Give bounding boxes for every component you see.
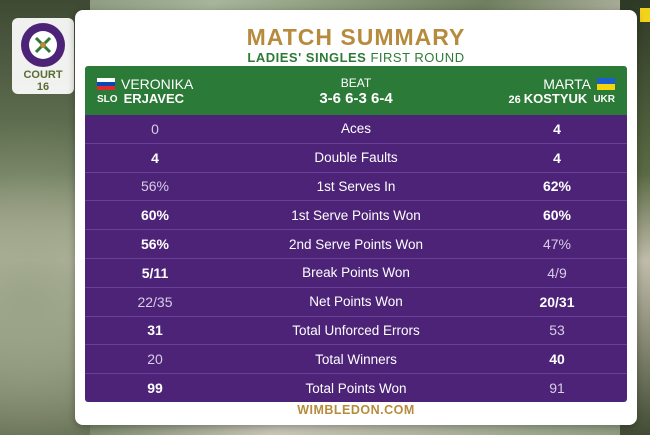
event-name: LADIES' SINGLES <box>247 50 367 65</box>
stat-label: Double Faults <box>314 150 398 166</box>
court-word: COURT <box>23 69 63 81</box>
stat-label: Aces <box>340 121 371 137</box>
stat-label: 1st Serves In <box>316 178 396 194</box>
player-left-country: SLO <box>97 94 118 105</box>
stat-label: Total Points Won <box>305 380 407 396</box>
event-subtitle: LADIES' SINGLES FIRST ROUND <box>75 50 637 65</box>
stat-row: 31 Total Unforced Errors 53 <box>85 317 627 346</box>
stat-label: 1st Serve Points Won <box>291 207 421 223</box>
player-right-last-name: KOSTYUK <box>523 91 588 106</box>
wimbledon-badge: COURT 16 <box>12 18 74 94</box>
stat-label: Total Winners <box>315 351 397 367</box>
match-score: 3-6 6-3 6-4 <box>319 90 393 107</box>
match-summary-panel: MATCH SUMMARY LADIES' SINGLES FIRST ROUN… <box>75 10 637 425</box>
stat-right-value: 4/9 <box>547 264 567 281</box>
player-right-country: UKR <box>593 94 615 105</box>
event-round: FIRST ROUND <box>370 50 465 65</box>
stat-label: Break Points Won <box>302 265 410 281</box>
stat-row: 56% 1st Serves In 62% <box>85 173 627 202</box>
stat-label: Net Points Won <box>309 294 403 310</box>
stat-right-value: 20/31 <box>539 293 575 310</box>
stat-row: 0 Aces 4 <box>85 115 627 144</box>
player-right: MARTA 26 KOSTYUK UKR <box>509 77 615 108</box>
court-label: COURT 16 <box>23 69 62 93</box>
stat-right-value: 62% <box>542 178 572 195</box>
stat-label: 2nd Serve Points Won <box>288 236 424 252</box>
match-header: VERONIKA SLO ERJAVEC BEAT 3-6 6-3 6-4 MAR… <box>85 66 627 115</box>
stat-left-value: 31 <box>147 322 163 339</box>
page-title: MATCH SUMMARY <box>246 24 466 50</box>
stat-row: 4 Double Faults 4 <box>85 144 627 173</box>
stat-label: Total Unforced Errors <box>292 322 420 338</box>
stat-left-value: 0 <box>151 120 159 137</box>
stat-left-value: 56% <box>140 236 170 253</box>
player-left-first-name: VERONIKA <box>121 76 194 92</box>
website-footer: WIMBLEDON.COM <box>297 403 415 417</box>
stats-table: 0 Aces 4 4 Double Faults 4 56% 1st Serves In 62%… <box>85 115 627 402</box>
stat-left-value: 4 <box>151 149 159 166</box>
broadcast-corner-mark <box>640 8 650 22</box>
player-right-first-name: MARTA <box>543 76 591 92</box>
stat-right-value: 40 <box>549 351 565 368</box>
stat-right-value: 91 <box>549 380 565 397</box>
court-number: 16 <box>36 81 50 93</box>
stat-left-value: 22/35 <box>137 293 173 310</box>
stat-row: 56% 2nd Serve Points Won 47% <box>85 230 627 259</box>
stat-left-value: 20 <box>147 351 163 368</box>
player-left: VERONIKA SLO ERJAVEC <box>97 77 193 107</box>
stat-left-value: 56% <box>140 178 170 195</box>
stat-right-value: 4 <box>553 149 561 166</box>
match-result: BEAT 3-6 6-3 6-4 <box>85 76 627 108</box>
stat-left-value: 60% <box>140 207 170 224</box>
slovenia-flag-icon <box>97 78 115 90</box>
wimbledon-logo-icon <box>21 23 65 67</box>
stat-right-value: 53 <box>549 322 565 339</box>
stat-right-value: 47% <box>542 236 572 253</box>
stat-left-value: 99 <box>147 380 163 397</box>
stat-row: 5/11 Break Points Won 4/9 <box>85 259 627 288</box>
stat-right-value: 4 <box>553 120 561 137</box>
player-right-seed: 26 <box>508 94 521 106</box>
result-label: BEAT <box>340 76 372 90</box>
stat-row: 22/35 Net Points Won 20/31 <box>85 288 627 317</box>
stat-row: 20 Total Winners 40 <box>85 345 627 375</box>
stat-left-value: 5/11 <box>141 264 169 281</box>
player-left-last-name: ERJAVEC <box>123 91 185 106</box>
stat-row: 60% 1st Serve Points Won 60% <box>85 201 627 231</box>
stat-right-value: 60% <box>542 207 572 224</box>
stat-row: 99 Total Points Won 91 <box>85 374 627 402</box>
ukraine-flag-icon <box>597 78 615 90</box>
